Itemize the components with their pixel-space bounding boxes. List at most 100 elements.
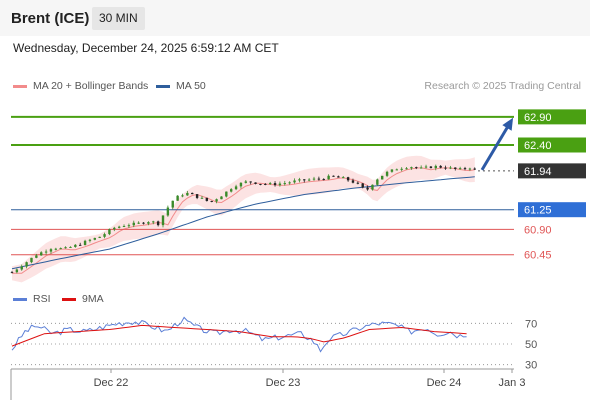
- rsi-tick-50: 50: [525, 339, 537, 351]
- legend-label-ma50: MA 50: [176, 80, 206, 92]
- candle-body: [132, 222, 135, 226]
- candle-body: [98, 236, 101, 238]
- candle-body: [49, 249, 53, 252]
- candle-body: [108, 229, 111, 235]
- level-tag-62.40: [518, 137, 586, 153]
- candle-body: [307, 179, 311, 181]
- candle-body: [346, 177, 350, 181]
- candle-body: [400, 168, 403, 170]
- candle-body: [463, 168, 467, 170]
- candle-body: [40, 252, 43, 256]
- candle-body: [444, 167, 447, 169]
- candle-body: [161, 215, 165, 226]
- candle-body: [415, 167, 418, 169]
- legend-label-rsi: RSI: [33, 293, 51, 305]
- candle-body: [205, 197, 209, 201]
- candle-body: [327, 175, 330, 180]
- level-tag-61.25: [518, 202, 586, 218]
- candle-body: [249, 181, 252, 183]
- candle-body: [312, 178, 316, 180]
- legend-ma50: MA 50: [156, 80, 206, 92]
- candle-body: [35, 255, 38, 258]
- candle-body: [268, 183, 272, 185]
- rsi-line: [11, 316, 467, 353]
- candle-body: [454, 167, 457, 169]
- candle-body: [20, 266, 23, 270]
- candle-body: [200, 197, 204, 199]
- candle-body: [449, 167, 452, 169]
- x-tick-label: Dec 24: [427, 377, 462, 389]
- candle-body: [332, 175, 335, 177]
- candle-body: [220, 196, 223, 200]
- candle-body: [191, 192, 194, 195]
- candle-body: [74, 244, 77, 247]
- level-label-62.90: 62.90: [524, 112, 552, 124]
- candle-body: [171, 200, 174, 208]
- ma50-line: [11, 176, 475, 270]
- candle-body: [366, 187, 369, 190]
- forecast-arrow-head: [502, 117, 514, 131]
- x-axis: Dec 22 Dec 23 Dec 24 Jan 3: [10, 368, 526, 400]
- candle-body: [156, 221, 160, 226]
- candle-body: [122, 226, 126, 228]
- level-tag-62.90: [518, 109, 586, 125]
- level-label-60.90: 60.90: [524, 224, 552, 236]
- candle-body: [356, 182, 360, 184]
- ma20-line: [12, 167, 475, 274]
- candle-body: [419, 167, 423, 169]
- candle-body: [127, 225, 131, 227]
- candle-body: [381, 175, 384, 180]
- candle-body: [322, 179, 325, 181]
- bollinger-bands: [12, 155, 475, 283]
- candle-body: [317, 178, 321, 180]
- candle-body: [117, 226, 121, 228]
- candle-body: [439, 165, 442, 168]
- candle-body: [54, 248, 58, 250]
- candle-body: [361, 183, 364, 188]
- candle-body: [288, 182, 291, 184]
- candle-body: [10, 272, 14, 274]
- level-label-60.45: 60.45: [524, 250, 552, 262]
- candle-body: [215, 199, 218, 202]
- legend-rsi: RSI: [13, 293, 51, 305]
- instrument-title: Brent (ICE): [11, 10, 90, 27]
- candle-body: [405, 168, 408, 170]
- rsi-panel: 70 50 30: [11, 316, 537, 372]
- candle-body: [234, 186, 238, 190]
- timeframe-badge[interactable]: 30 MIN: [92, 7, 145, 30]
- candle-body: [410, 167, 413, 169]
- candle-body: [15, 269, 19, 273]
- candle-body: [424, 166, 428, 168]
- candle-body: [337, 176, 340, 178]
- level-label-62.40: 62.40: [524, 140, 552, 152]
- candle-body: [434, 165, 437, 169]
- x-tick-label: Jan 3: [499, 377, 526, 389]
- timestamp: Wednesday, December 24, 2025 6:59:12 AM …: [13, 41, 279, 55]
- candle-body: [264, 183, 267, 185]
- credit-text: Research © 2025 Trading Central: [424, 80, 581, 92]
- candle-body: [59, 248, 62, 250]
- candle-body: [229, 189, 233, 192]
- rsi-9ma-line: [11, 324, 467, 347]
- level-labels: 62.90 62.40 61.94 61.25 60.90 60.45: [518, 109, 586, 262]
- legend-swatch-ma20: [13, 84, 27, 88]
- legend-label-9ma: 9MA: [82, 293, 104, 305]
- x-tick-label: Dec 23: [266, 377, 301, 389]
- rsi-tick-30: 30: [525, 360, 537, 372]
- candle-body: [395, 169, 399, 171]
- candle-body: [176, 195, 179, 201]
- candle-body: [371, 184, 374, 190]
- candle-body: [137, 222, 140, 224]
- candle-body: [147, 222, 150, 224]
- candle-body: [254, 182, 257, 184]
- legend-swatch-9ma: [62, 297, 76, 301]
- candle-body: [342, 177, 345, 179]
- candle-body: [83, 240, 87, 246]
- bollinger-band-area: [12, 155, 475, 283]
- candle-body: [429, 166, 433, 169]
- candle-body: [298, 179, 301, 181]
- candle-body: [239, 182, 243, 187]
- candle-body: [468, 168, 472, 170]
- candle-body: [103, 234, 106, 237]
